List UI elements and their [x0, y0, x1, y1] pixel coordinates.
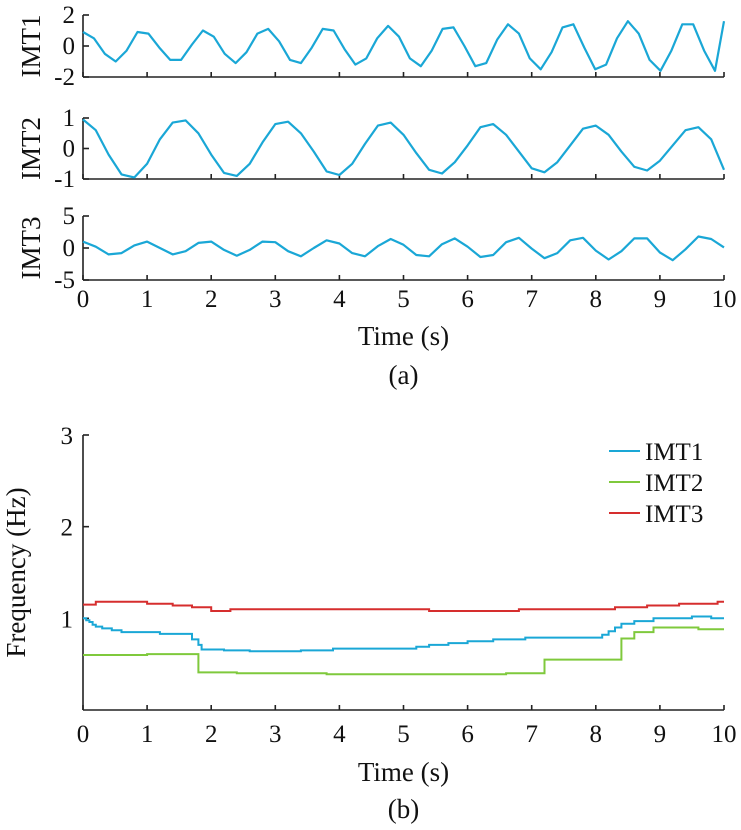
y-tick-label: 0: [63, 235, 76, 262]
y-tick-label: -2: [54, 64, 75, 91]
x-tick-label: 1: [141, 286, 154, 313]
series-line-imt3: [83, 600, 724, 612]
x-tick-label: 1: [141, 721, 154, 748]
legend-label-imt1: IMT1: [645, 439, 703, 466]
subplot-imt1: 2 0 -2 IMT1: [16, 2, 726, 91]
x-tick-label: 5: [397, 721, 410, 748]
x-tick-label: 5: [397, 286, 410, 313]
series-line-imt2: [83, 626, 724, 676]
y-axis-label: IMT2: [16, 117, 46, 180]
y-tick-label: 0: [63, 33, 76, 60]
x-tick-label: 6: [461, 286, 474, 313]
y-axis-label: Frequency (Hz): [1, 487, 31, 657]
x-tick-label: 7: [525, 721, 538, 748]
y-axis-label: IMT3: [16, 217, 46, 280]
x-tick-label: 0: [77, 286, 90, 313]
series-line-imt1: [83, 615, 724, 653]
y-tick-label: -5: [54, 267, 75, 294]
x-tick-label: 9: [654, 286, 667, 313]
y-tick-label: 2: [63, 2, 76, 29]
x-tick-label: 7: [525, 286, 538, 313]
x-tick-label: 3: [269, 721, 282, 748]
x-tick-label: 4: [333, 286, 346, 313]
x-tick-label: 8: [590, 286, 603, 313]
x-tick-label: 4: [333, 721, 346, 748]
x-tick-label: 2: [205, 721, 218, 748]
x-tick-label: 8: [590, 721, 603, 748]
x-tick-label: 2: [205, 286, 218, 313]
panel-caption: (b): [388, 794, 419, 824]
y-tick-label: 0: [63, 136, 76, 163]
series-line-imt1: [82, 20, 726, 72]
series-line-imt3: [82, 235, 725, 262]
x-tick-label: 9: [654, 721, 667, 748]
subplot-imt2: 1 0 -1 IMT2: [16, 105, 726, 193]
y-tick-label: 1: [63, 105, 76, 132]
x-tick-label: 10: [712, 721, 737, 748]
legend-label-imt2: IMT2: [645, 470, 703, 497]
y-tick-label: 1: [61, 606, 74, 633]
panel-caption: (a): [389, 360, 419, 390]
x-tick-label: 6: [461, 721, 474, 748]
x-axis-label: Time (s): [358, 757, 449, 787]
y-tick-label: -1: [54, 166, 75, 193]
x-axis-label: Time (s): [358, 321, 449, 351]
legend-label-imt3: IMT3: [645, 501, 703, 528]
series-line-imt2: [82, 118, 726, 179]
y-axis-label: IMT1: [16, 15, 46, 78]
x-tick-label: 10: [712, 286, 737, 313]
y-tick-label: 5: [63, 203, 76, 230]
x-tick-label: 3: [269, 286, 282, 313]
legend: IMT1 IMT2 IMT3: [609, 439, 703, 528]
y-tick-label: 3: [61, 423, 74, 450]
subplot-imt3: 5 0 -5 IMT3: [16, 203, 725, 294]
y-tick-label: 2: [61, 515, 74, 542]
x-tick-label: 0: [77, 721, 90, 748]
